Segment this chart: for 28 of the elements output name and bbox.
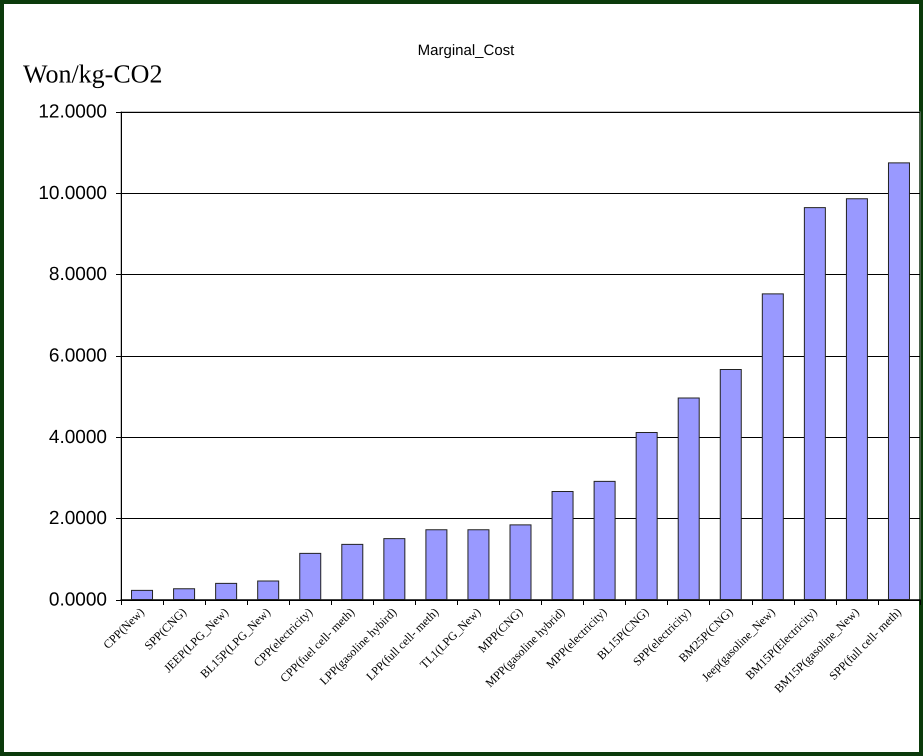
bar xyxy=(804,207,826,600)
y-tick-label: 0.0000 xyxy=(48,590,107,610)
bar xyxy=(594,480,616,600)
bar xyxy=(467,529,490,600)
bar xyxy=(678,397,700,600)
bar xyxy=(383,538,406,600)
y-tick-label: 2.0000 xyxy=(48,508,107,530)
y-tick-label: 8.0000 xyxy=(48,264,107,286)
bar xyxy=(510,524,532,600)
bar xyxy=(762,293,784,600)
bar xyxy=(257,580,280,600)
bar xyxy=(636,432,658,600)
bar xyxy=(173,588,196,600)
bar xyxy=(888,162,910,600)
bar xyxy=(341,544,364,600)
y-tick-label: 12.0000 xyxy=(38,102,107,122)
y-tick-label: 10.0000 xyxy=(38,182,107,204)
bar xyxy=(552,491,574,600)
chart-title: Marginal_Cost xyxy=(418,42,516,59)
bar xyxy=(846,198,868,600)
bar xyxy=(299,552,322,600)
bar xyxy=(131,590,154,600)
bar xyxy=(425,529,448,600)
y-tick-label: 6.0000 xyxy=(48,346,107,366)
bar xyxy=(215,582,238,600)
bar xyxy=(720,369,742,600)
y-tick-label: 4.0000 xyxy=(48,426,107,448)
y-axis-title: Won/kg-CO2 xyxy=(23,60,162,88)
